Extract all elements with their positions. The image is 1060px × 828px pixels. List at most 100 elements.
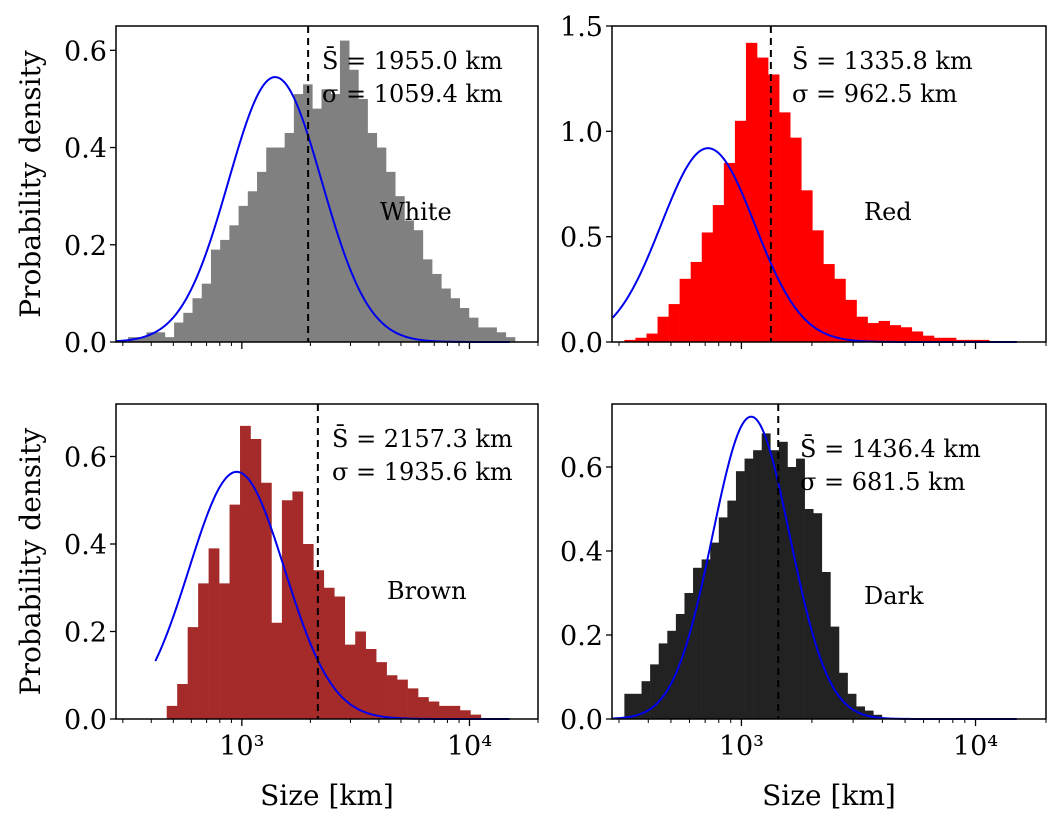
histogram-bar — [823, 264, 835, 342]
sigma-annotation: σ = 1059.4 km — [322, 80, 503, 108]
histogram-bar — [779, 112, 791, 342]
histogram-bar — [801, 190, 813, 342]
histogram-bar — [367, 132, 378, 342]
histogram-bar — [229, 225, 239, 342]
histogram-bar — [641, 681, 651, 719]
histogram-bar — [701, 232, 714, 342]
histogram-bar — [376, 147, 387, 342]
histogram-bar — [292, 491, 304, 719]
histogram-bar — [208, 548, 220, 719]
histogram-bar — [723, 162, 736, 342]
histogram-bar — [635, 337, 647, 342]
histogram-bar — [679, 278, 692, 342]
histogram-bar — [459, 307, 470, 342]
histogram-bar — [813, 513, 823, 719]
category-label: Red — [864, 198, 912, 226]
histogram-bar — [933, 337, 946, 342]
histogram-bar — [900, 327, 913, 342]
histogram-bar — [911, 331, 924, 342]
histogram-bar — [922, 335, 935, 342]
histogram-bar — [330, 94, 341, 342]
histogram-bar — [438, 705, 450, 719]
histogram-bar — [757, 57, 769, 342]
histogram-bar — [293, 94, 304, 342]
histogram-bar — [956, 339, 968, 342]
histogram-bar — [744, 458, 754, 719]
histogram-bar — [710, 542, 720, 719]
y-tick-label: 0.4 — [64, 134, 107, 165]
histogram-bar — [302, 544, 314, 719]
histogram-bar — [734, 120, 747, 342]
histogram-bar — [790, 137, 802, 342]
histogram-bar — [192, 298, 203, 342]
sigma-annotation: σ = 1935.6 km — [332, 458, 513, 486]
histogram-bar — [257, 171, 267, 342]
y-axis-label: Probability density — [14, 428, 47, 696]
y-tick-label: 0.0 — [64, 705, 107, 736]
x-axis-label: Size [km] — [762, 779, 896, 812]
histogram-bar — [787, 467, 797, 719]
x-axis-label: Size [km] — [260, 779, 394, 812]
histogram-bar — [804, 509, 814, 719]
histogram-bar — [838, 672, 848, 719]
histogram-bar — [735, 471, 745, 719]
histogram-bar — [281, 500, 293, 719]
histogram-bar — [978, 339, 990, 342]
histogram-bar — [768, 74, 780, 342]
histogram-bar — [845, 299, 857, 342]
x-tick-label: 10⁴ — [447, 731, 492, 762]
histogram-bar — [413, 230, 424, 342]
histogram-bar — [240, 425, 251, 719]
histogram-bar — [632, 693, 642, 719]
histogram-bar — [146, 332, 156, 342]
y-tick-label: 0.0 — [560, 705, 603, 736]
mean-annotation: S̄ = 1436.4 km — [800, 435, 981, 463]
histogram-bar — [386, 171, 396, 342]
histogram-bar — [650, 664, 660, 719]
histogram-bar — [284, 132, 295, 342]
x-tick-label: 10³ — [719, 731, 764, 762]
histogram-bar — [219, 583, 230, 719]
histogram-bar — [407, 688, 419, 719]
histogram-bar — [646, 333, 658, 342]
histogram-bar — [137, 337, 147, 342]
histogram-bar — [418, 697, 429, 719]
histogram-bar — [624, 693, 634, 719]
sigma-annotation: σ = 962.5 km — [792, 80, 958, 108]
y-tick-label: 0.6 — [64, 36, 107, 67]
y-axis-label: Probability density — [14, 50, 47, 318]
histogram-bar — [428, 701, 440, 719]
category-label: White — [380, 198, 452, 226]
histogram-bar — [470, 714, 482, 719]
histogram-bar — [753, 450, 763, 719]
histogram-bar — [397, 679, 408, 719]
histogram-bar — [250, 439, 262, 719]
histogram-bar — [177, 684, 188, 719]
axes-frame — [611, 403, 1047, 720]
histogram-bar — [468, 317, 479, 342]
histogram-bar — [210, 249, 221, 342]
histogram-bar — [266, 147, 276, 342]
histogram-bar — [334, 596, 346, 719]
y-tick-label: 0.5 — [560, 223, 603, 254]
category-label: Dark — [864, 582, 924, 610]
histogram-bar — [358, 98, 368, 342]
histogram-bar — [164, 337, 175, 342]
histogram-bar — [174, 322, 184, 342]
histogram-bar — [183, 312, 193, 342]
histogram-bar — [478, 327, 488, 342]
mean-annotation: S̄ = 1335.8 km — [792, 47, 973, 75]
histogram-bar — [238, 205, 249, 342]
histogram-bar — [449, 705, 461, 719]
histogram-bar — [432, 273, 442, 342]
histogram-bar — [365, 649, 377, 719]
histogram-bar — [847, 693, 857, 719]
histogram-bar — [657, 316, 669, 342]
histogram-bar — [229, 504, 241, 719]
histogram-bar — [967, 339, 979, 342]
histogram-bar — [778, 441, 788, 719]
histogram-bar — [505, 337, 516, 342]
histogram-bar — [684, 593, 694, 719]
histogram-bar — [701, 559, 711, 719]
histogram-bar — [675, 614, 685, 719]
